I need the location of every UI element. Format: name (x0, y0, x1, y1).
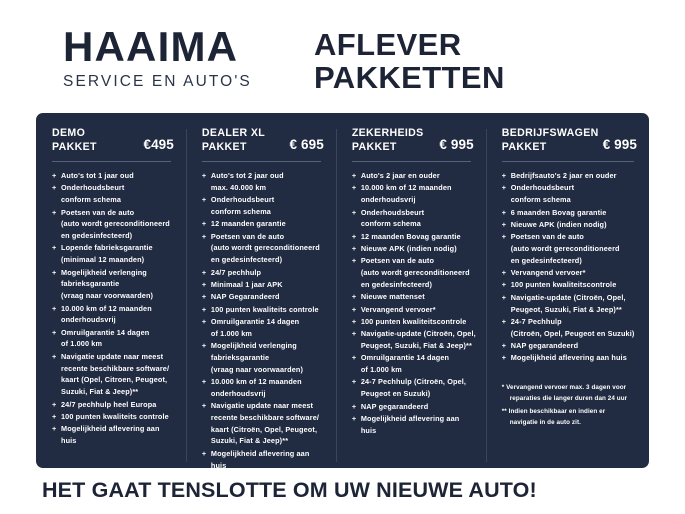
packages-panel: DEMO PAKKET €495 Auto's tot 1 jaar oud O… (36, 113, 649, 471)
header-divider (52, 161, 171, 163)
list-item: 24-7 Pechhulp (Citroën, Opel, Peugeot en… (352, 376, 477, 400)
list-item: Navigatie update naar meest recente besc… (202, 400, 327, 447)
package-price: € 695 (289, 137, 324, 152)
package-header: ZEKERHEIDS PAKKET € 995 (352, 127, 477, 154)
list-item: 24/7 pechhulp heel Europa (52, 399, 177, 411)
list-item: Auto's tot 2 jaar oud max. 40.000 km (202, 170, 327, 194)
header-divider (351, 161, 471, 163)
list-item: NAP Gegarandeerd (202, 291, 327, 303)
list-item: Onderhoudsbeurt conform schema (502, 182, 640, 206)
package-header: DEMO PAKKET €495 (52, 127, 177, 154)
package-title: DEALER XL PAKKET (201, 127, 266, 153)
list-item: Mogelijkheid aflevering aan huis (202, 448, 327, 472)
package-price: € 995 (602, 137, 637, 152)
list-item: NAP gegarandeerd (352, 401, 477, 413)
list-item: Auto's 2 jaar en ouder (352, 170, 477, 182)
list-item: Poetsen van de auto (auto wordt gerecond… (352, 255, 477, 290)
list-item: 24-7 Pechhulp (Citroën, Opel, Peugeot en… (502, 316, 640, 340)
brand-logo: HAAIMA SERVICE EN AUTO'S (63, 26, 313, 91)
list-item: Omruilgarantie 14 dagen of 1.000 km (52, 327, 177, 351)
package-column-dealer-xl: DEALER XL PAKKET € 695 Auto's tot 2 jaar… (185, 127, 336, 471)
package-column-demo: DEMO PAKKET €495 Auto's tot 1 jaar oud O… (36, 127, 186, 468)
list-item: Navigatie update naar meest recente besc… (52, 351, 177, 398)
header-divider (501, 161, 634, 163)
package-header: BEDRIJFSWAGEN PAKKET € 995 (502, 127, 640, 154)
list-item: Poetsen van de auto (auto wordt gerecond… (202, 231, 327, 266)
list-item: NAP gegarandeerd (502, 340, 640, 352)
list-item: Omruilgarantie 14 dagen of 1.000 km (202, 316, 327, 340)
list-item: Poetsen van de auto (auto wordt gerecond… (52, 207, 177, 242)
page-title-line2: PAKKETTEN (314, 60, 505, 96)
brand-name: HAAIMA (63, 23, 239, 70)
list-item: Mogelijkheid verlenging fabrieksgarantie… (202, 340, 327, 375)
list-item: Vervangend vervoer* (352, 304, 477, 316)
package-title: DEMO PAKKET (52, 127, 97, 153)
list-item: 12 maanden Bovag garantie (352, 231, 477, 243)
package-header: DEALER XL PAKKET € 695 (202, 127, 327, 154)
list-item: Poetsen van de auto (auto wordt gerecond… (502, 231, 640, 266)
footnote-asterisk: * Vervangend vervoer max. 3 dagen voor r… (501, 384, 628, 403)
list-item: 10.000 km of 12 maanden onderhoudsvrij (202, 376, 327, 400)
list-item: 6 maanden Bovag garantie (502, 207, 640, 219)
list-item: 100 punten kwaliteitscontrole (352, 316, 477, 328)
page-header: HAAIMA SERVICE EN AUTO'S AFLEVER PAKKETT… (0, 0, 685, 105)
list-item: Omruilgarantie 14 dagen of 1.000 km (352, 352, 477, 376)
list-item: Mogelijkheid aflevering aan huis (352, 413, 477, 437)
list-item: Nieuwe APK (indien nodig) (502, 219, 640, 231)
list-item: Onderhoudsbeurt conform schema (52, 182, 177, 206)
list-item: Nieuwe APK (indien nodig) (352, 243, 477, 255)
list-item: 100 punten kwaliteits controle (202, 304, 327, 316)
package-price: €495 (143, 137, 174, 152)
package-feature-list: Auto's tot 1 jaar oud Onderhoudsbeurt co… (52, 170, 177, 447)
list-item: Minimaal 1 jaar APK (202, 279, 327, 291)
list-item: Mogelijkheid verlenging fabrieksgarantie… (52, 267, 177, 302)
package-column-bedrijfswagen: BEDRIJFSWAGEN PAKKET € 995 Bedrijfsauto'… (485, 127, 649, 468)
package-price: € 995 (439, 137, 474, 152)
header-divider (201, 161, 321, 163)
list-item: 100 punten kwaliteits controle (52, 411, 177, 423)
list-item: Vervangend vervoer* (502, 267, 640, 279)
list-item: Auto's tot 1 jaar oud (52, 170, 177, 182)
list-item: Nieuwe mattenset (352, 291, 477, 303)
list-item: 10.000 km of 12 maanden onderhoudsvrij (52, 303, 177, 327)
list-item: Onderhoudsbeurt conform schema (352, 207, 477, 231)
list-item: Bedrijfsauto's 2 jaar en ouder (502, 170, 640, 182)
page-title-line1: AFLEVER (314, 27, 462, 62)
footnote-double-asterisk: ** Indien beschikbaar en indien er navig… (501, 408, 606, 427)
list-item: Onderhoudsbeurt conform schema (202, 194, 327, 218)
package-feature-list: Auto's 2 jaar en ouder 10.000 km of 12 m… (352, 170, 477, 436)
footer-tagline: HET GAAT TENSLOTTE OM UW NIEUWE AUTO! (42, 478, 537, 502)
footnotes: * Vervangend vervoer max. 3 dagen voor r… (502, 382, 640, 428)
package-column-zekerheids: ZEKERHEIDS PAKKET € 995 Auto's 2 jaar en… (335, 127, 486, 468)
list-item: Navigatie-update (Citroën, Opel, Peugeot… (502, 292, 640, 316)
list-item: Mogelijkheid aflevering aan huis (502, 352, 640, 364)
brand-tagline: SERVICE EN AUTO'S (63, 73, 252, 90)
list-item: 100 punten kwaliteitscontrole (502, 279, 640, 291)
package-feature-list: Auto's tot 2 jaar oud max. 40.000 km Ond… (202, 170, 327, 471)
page-title: AFLEVER PAKKETTEN (314, 28, 505, 95)
package-title: ZEKERHEIDS PAKKET (351, 127, 424, 153)
list-item: Navigatie-update (Citroën, Opel, Peugeot… (352, 328, 477, 352)
list-item: Lopende fabrieksgarantie (minimaal 12 ma… (52, 242, 177, 266)
list-item: Mogelijkheid aflevering aan huis (52, 423, 177, 447)
list-item: 10.000 km of 12 maanden onderhoudsvrij (352, 182, 477, 206)
package-title: BEDRIJFSWAGEN PAKKET (501, 127, 599, 153)
package-feature-list: Bedrijfsauto's 2 jaar en ouder Onderhoud… (502, 170, 640, 364)
list-item: 24/7 pechhulp (202, 267, 327, 279)
list-item: 12 maanden garantie (202, 218, 327, 230)
